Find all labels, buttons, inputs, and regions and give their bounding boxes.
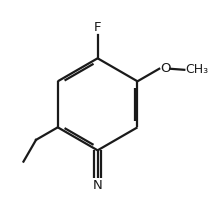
Text: N: N [93, 179, 103, 192]
Text: F: F [94, 21, 101, 34]
Text: CH₃: CH₃ [185, 63, 209, 76]
Text: O: O [160, 62, 171, 75]
